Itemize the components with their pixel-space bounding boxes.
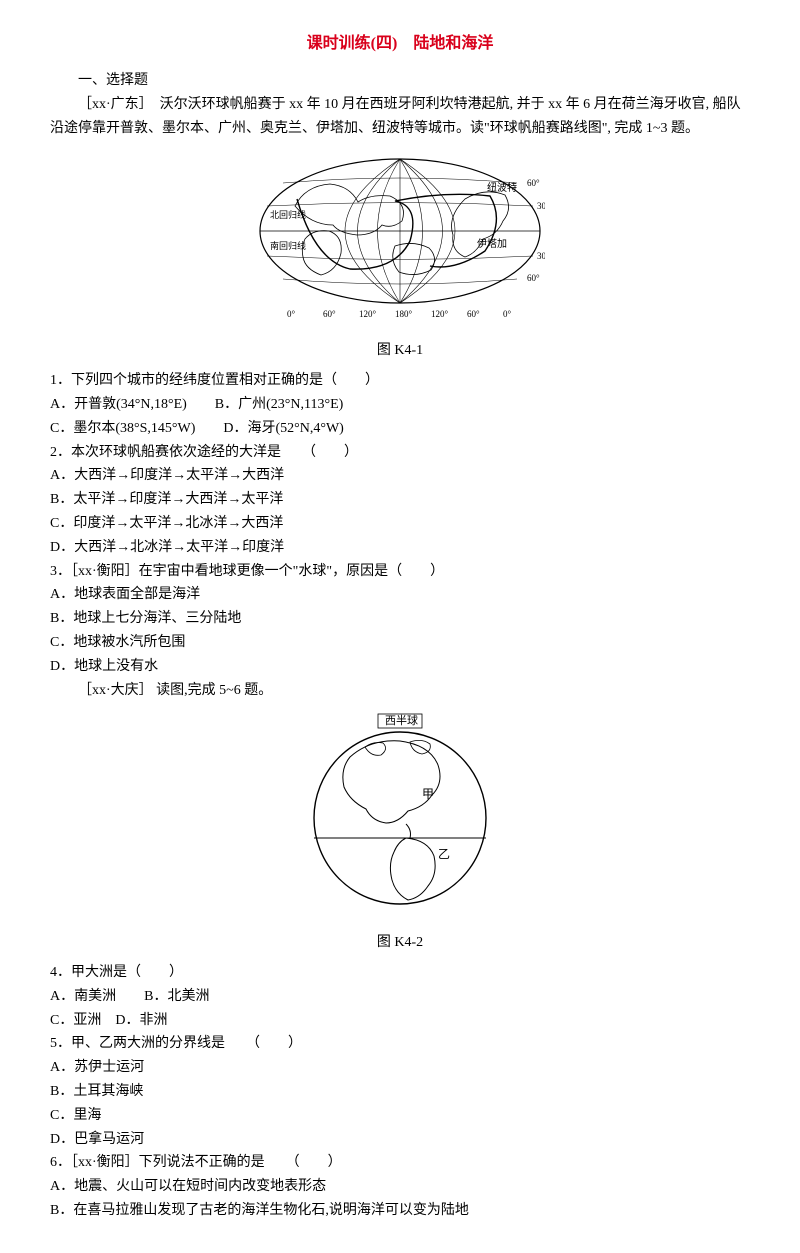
q5-option-a: A．苏伊士运河 bbox=[50, 1056, 750, 1080]
q6-option-a: A．地震、火山可以在短时间内改变地表形态 bbox=[50, 1175, 750, 1199]
q4-options-cd: C．亚洲 D．非洲 bbox=[50, 1009, 750, 1033]
world-map-icon: 0° 60° 120° 180° 120° 60° 0° 60° 30° 30°… bbox=[255, 151, 545, 330]
q2-option-c: C．印度洋→太平洋→北冰洋→大西洋 bbox=[50, 512, 750, 536]
svg-text:60°: 60° bbox=[527, 273, 540, 283]
q5-option-b: B．土耳其海峡 bbox=[50, 1080, 750, 1104]
svg-text:0°: 0° bbox=[503, 309, 512, 319]
q5-option-d: D．巴拿马运河 bbox=[50, 1128, 750, 1152]
svg-text:南回归线: 南回归线 bbox=[270, 240, 306, 251]
q6-option-b: B．在喜马拉雅山发现了古老的海洋生物化石,说明海洋可以变为陆地 bbox=[50, 1199, 750, 1223]
svg-text:60°: 60° bbox=[467, 309, 480, 319]
svg-text:30°: 30° bbox=[537, 201, 545, 211]
q3-option-d: D．地球上没有水 bbox=[50, 655, 750, 679]
page-title: 课时训练(四) 陆地和海洋 bbox=[50, 30, 750, 57]
figure-1-caption: 图 K4-1 bbox=[50, 339, 750, 363]
q1-options-cd: C．墨尔本(38°S,145°W) D．海牙(52°N,4°W) bbox=[50, 417, 750, 441]
q4-options-ab: A．南美洲 B．北美洲 bbox=[50, 985, 750, 1009]
svg-text:60°: 60° bbox=[323, 309, 336, 319]
section-heading: 一、选择题 bbox=[50, 69, 750, 93]
q2-option-b: B．太平洋→印度洋→大西洋→太平洋 bbox=[50, 488, 750, 512]
svg-text:180°: 180° bbox=[395, 309, 413, 319]
q5-option-c: C．里海 bbox=[50, 1104, 750, 1128]
q2-option-a: A．大西洋→印度洋→太平洋→大西洋 bbox=[50, 464, 750, 488]
svg-text:0°: 0° bbox=[287, 309, 296, 319]
figure-1: 0° 60° 120° 180° 120° 60° 0° 60° 30° 30°… bbox=[50, 151, 750, 330]
question-3: 3．［xx·衡阳］在宇宙中看地球更像一个"水球"，原因是（ ） bbox=[50, 560, 750, 584]
question-2: 2．本次环球帆船赛依次途经的大洋是 （ ） bbox=[50, 441, 750, 465]
label-jia: 甲 bbox=[422, 787, 434, 801]
intro-text-1: ［xx·广东］ 沃尔沃环球帆船赛于 xx 年 10 月在西班牙阿利坎特港起航, … bbox=[50, 93, 750, 141]
q1-options-ab: A．开普敦(34°N,18°E) B．广州(23°N,113°E) bbox=[50, 393, 750, 417]
question-1: 1．下列四个城市的经纬度位置相对正确的是（ ） bbox=[50, 369, 750, 393]
question-5: 5．甲、乙两大洲的分界线是 （ ） bbox=[50, 1032, 750, 1056]
question-6: 6．［xx·衡阳］下列说法不正确的是 （ ） bbox=[50, 1151, 750, 1175]
figure-2: 西半球 甲 乙 bbox=[50, 712, 750, 921]
q3-option-a: A．地球表面全部是海洋 bbox=[50, 583, 750, 607]
svg-text:30°: 30° bbox=[537, 251, 545, 261]
question-4: 4．甲大洲是（ ） bbox=[50, 961, 750, 985]
figure-2-caption: 图 K4-2 bbox=[50, 931, 750, 955]
q3-option-c: C．地球被水汽所包围 bbox=[50, 631, 750, 655]
q3-option-b: B．地球上七分海洋、三分陆地 bbox=[50, 607, 750, 631]
map2-title: 西半球 bbox=[385, 713, 418, 727]
svg-text:120°: 120° bbox=[431, 309, 449, 319]
q2-option-d: D．大西洋→北冰洋→太平洋→印度洋 bbox=[50, 536, 750, 560]
hemisphere-map-icon: 西半球 甲 乙 bbox=[310, 712, 490, 921]
label-yi: 乙 bbox=[438, 847, 450, 861]
svg-text:伊塔加: 伊塔加 bbox=[477, 237, 507, 250]
svg-text:北回归线: 北回归线 bbox=[270, 209, 306, 220]
svg-text:60°: 60° bbox=[527, 178, 540, 188]
intro-text-2: ［xx·大庆］ 读图,完成 5~6 题。 bbox=[50, 679, 750, 703]
svg-text:纽波特: 纽波特 bbox=[487, 181, 517, 194]
svg-text:120°: 120° bbox=[359, 309, 377, 319]
